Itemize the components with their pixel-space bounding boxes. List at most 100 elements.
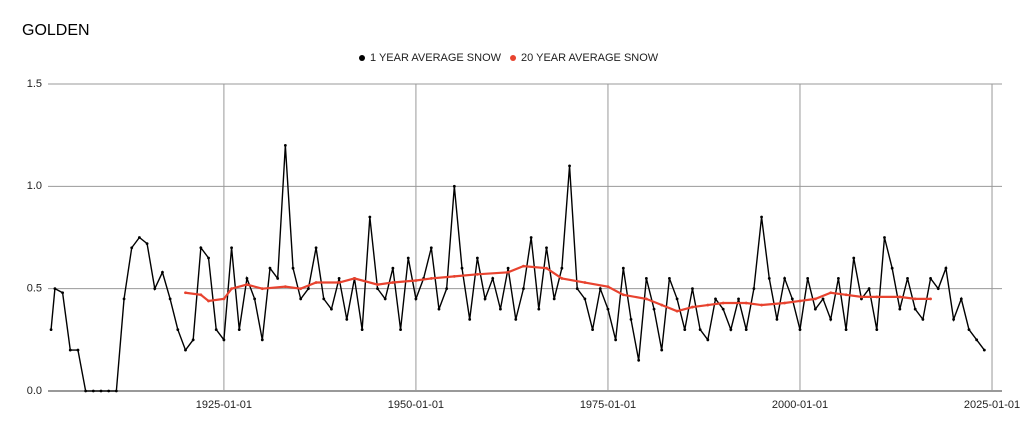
- data-point: [237, 328, 241, 331]
- y-tick-label: 1.5: [27, 78, 42, 90]
- data-point: [61, 291, 64, 295]
- data-point: [429, 246, 433, 250]
- data-point: [414, 279, 418, 282]
- x-tick-label: 1950-01-01: [388, 399, 444, 411]
- data-point: [890, 266, 894, 270]
- data-point: [629, 317, 633, 321]
- data-point: [775, 317, 779, 321]
- data-point: [675, 297, 679, 301]
- data-point: [406, 256, 410, 260]
- data-point: [706, 303, 710, 307]
- data-point: [975, 338, 979, 342]
- data-point: [207, 256, 210, 260]
- data-point: [944, 266, 948, 270]
- data-point: [514, 317, 518, 321]
- x-tick-label: 1925-01-01: [196, 399, 252, 411]
- legend-label: 1 YEAR AVERAGE SNOW: [370, 52, 502, 64]
- data-point: [383, 297, 387, 301]
- data-point: [145, 242, 149, 246]
- data-point: [644, 297, 648, 301]
- data-point: [475, 272, 479, 276]
- data-point: [522, 264, 525, 268]
- data-point: [260, 287, 264, 291]
- data-point: [959, 297, 963, 301]
- data-point: [790, 297, 794, 301]
- data-point: [783, 301, 787, 305]
- data-point: [744, 328, 748, 331]
- data-point: [798, 299, 802, 303]
- y-tick-label: 1.0: [27, 180, 42, 192]
- data-point: [391, 281, 395, 284]
- data-point: [207, 299, 210, 303]
- data-point: [291, 266, 295, 270]
- data-point: [475, 256, 479, 260]
- data-point: [161, 270, 164, 274]
- data-point: [76, 348, 80, 352]
- data-point: [606, 285, 610, 289]
- data-point: [560, 266, 564, 270]
- data-point: [760, 303, 763, 307]
- data-point: [184, 291, 187, 295]
- data-point: [952, 317, 956, 321]
- data-point: [114, 389, 118, 393]
- data-point: [706, 338, 710, 342]
- data-point: [84, 389, 88, 393]
- data-point: [399, 328, 402, 331]
- data-point: [184, 348, 187, 352]
- data-point: [245, 283, 249, 286]
- data-point: [253, 297, 257, 301]
- data-point: [337, 281, 341, 284]
- data-point: [929, 277, 932, 280]
- data-point: [660, 348, 664, 352]
- data-point: [852, 256, 856, 260]
- data-point: [283, 144, 287, 147]
- data-point: [191, 338, 195, 342]
- data-point: [168, 297, 172, 301]
- data-point: [49, 328, 53, 331]
- data-point: [967, 328, 971, 331]
- data-point: [583, 281, 587, 284]
- data-point: [306, 287, 310, 291]
- data-point: [460, 266, 464, 270]
- data-point: [898, 307, 902, 311]
- data-point: [598, 287, 602, 291]
- data-point: [644, 277, 648, 280]
- data-point: [721, 301, 725, 305]
- data-point: [176, 328, 180, 331]
- data-point: [353, 277, 356, 280]
- data-point: [875, 295, 879, 299]
- legend-marker: [359, 55, 365, 61]
- data-point: [414, 297, 418, 301]
- data-point: [199, 246, 203, 250]
- data-point: [936, 287, 940, 291]
- data-point: [860, 295, 863, 299]
- data-point: [844, 293, 848, 297]
- data-point: [821, 297, 825, 301]
- data-point: [376, 283, 379, 286]
- x-tick-label: 2025-01-01: [964, 399, 1020, 411]
- data-point: [222, 338, 226, 342]
- data-point: [591, 328, 594, 331]
- data-point: [806, 277, 810, 280]
- data-point: [122, 297, 126, 301]
- data-point: [468, 317, 472, 321]
- data-point: [898, 295, 902, 299]
- data-point: [913, 297, 917, 301]
- data-point: [683, 328, 687, 331]
- data-point: [783, 277, 787, 280]
- data-point: [529, 236, 533, 239]
- data-point: [506, 266, 510, 270]
- data-point: [245, 277, 249, 280]
- data-point: [230, 246, 233, 250]
- data-point: [199, 293, 203, 297]
- data-point: [68, 348, 72, 352]
- data-point: [452, 274, 456, 278]
- data-point: [844, 328, 848, 331]
- data-point: [337, 277, 341, 280]
- data-point: [883, 236, 886, 239]
- data-point: [721, 307, 725, 311]
- data-point: [130, 246, 134, 250]
- data-point: [752, 287, 756, 291]
- data-point: [621, 293, 625, 297]
- data-point: [614, 338, 618, 342]
